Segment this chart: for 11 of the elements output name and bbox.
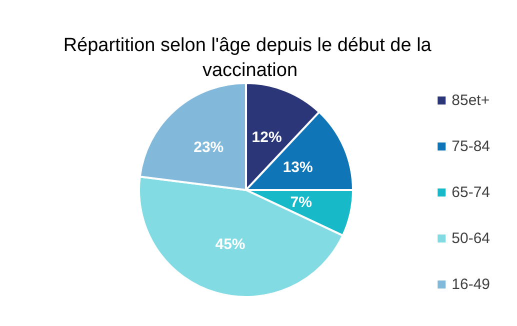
chart-title: Répartition selon l'âge depuis le début de la vaccination [63,35,437,81]
legend-label: 75-84 [452,138,490,155]
legend-label: 65-74 [452,184,490,201]
legend-label: 50-64 [452,230,490,247]
data-label: 7% [290,194,312,211]
data-label: 12% [252,128,282,146]
data-label: 23% [194,139,224,156]
legend-label: 85et+ [452,92,490,109]
data-label: 45% [215,236,246,253]
legend-label: 16-49 [452,276,490,293]
data-label: 13% [282,159,313,176]
